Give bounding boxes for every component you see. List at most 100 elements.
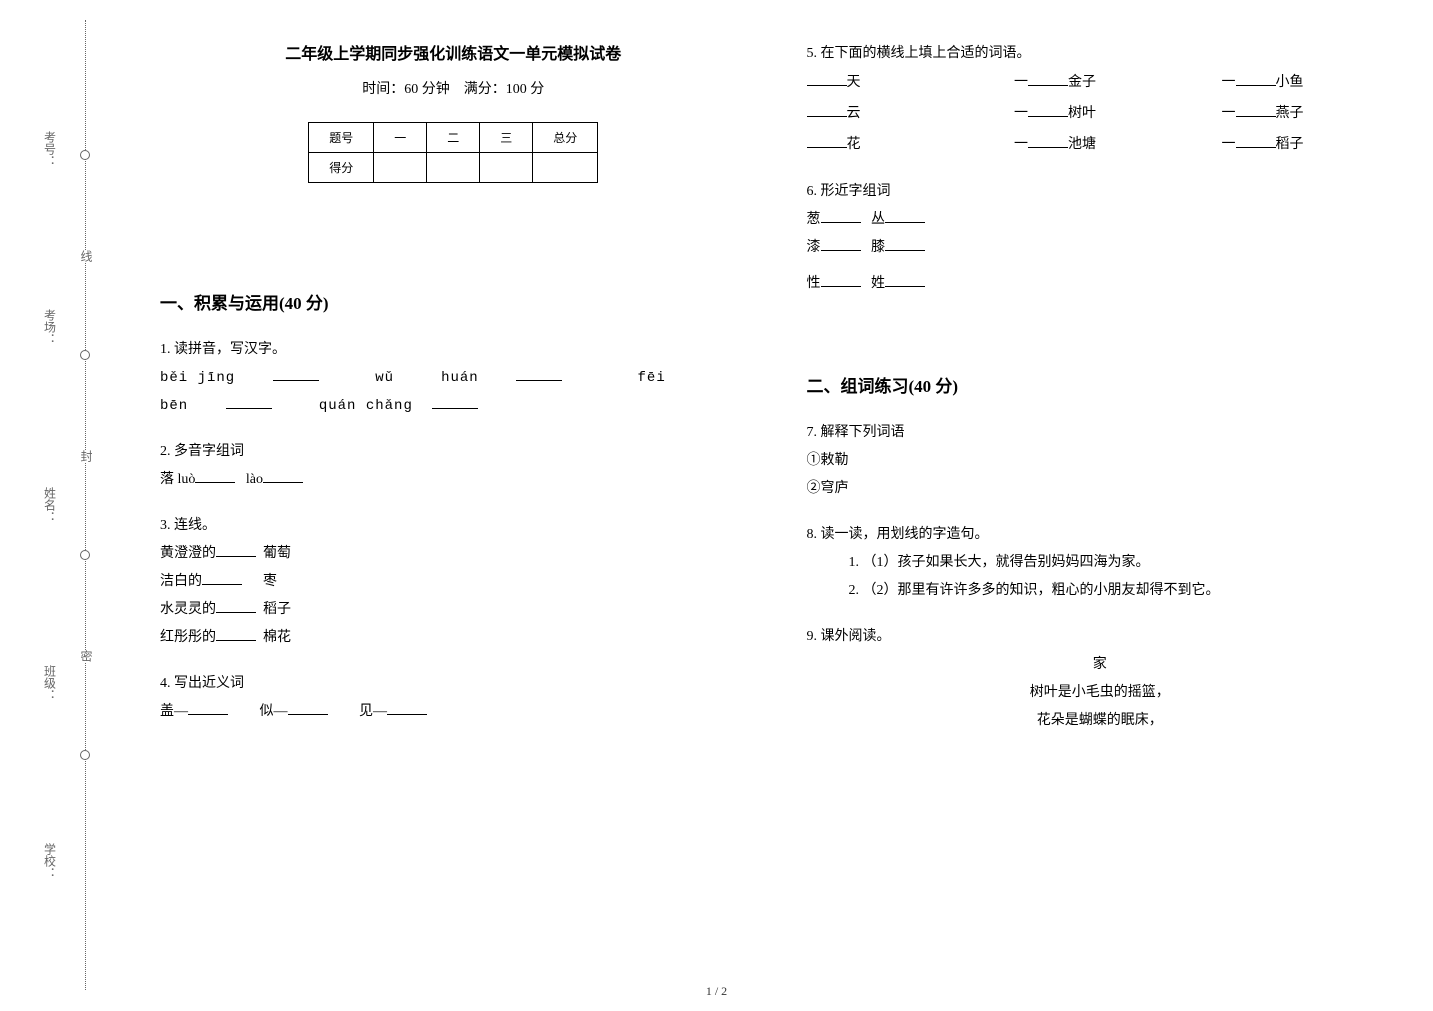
- q5-item: 一小鱼: [1222, 68, 1394, 99]
- q7-prompt: 7. 解释下列词语: [807, 419, 1394, 447]
- blank[interactable]: [1236, 103, 1276, 117]
- th-3: 三: [480, 123, 533, 153]
- section2-heading: 二、组词练习(40 分): [807, 372, 1394, 397]
- q5-item: 天: [807, 68, 979, 99]
- q1-pinyin: bēn: [160, 398, 188, 414]
- page-columns: 二年级上学期同步强化训练语文一单元模拟试卷 时间：60 分钟 满分：100 分 …: [160, 40, 1393, 753]
- table-row: 得分: [309, 153, 598, 183]
- blank[interactable]: [1028, 103, 1068, 117]
- blank[interactable]: [216, 543, 256, 557]
- q2-b: lào: [246, 472, 263, 487]
- binding-dotted-line: 线 封 密: [60, 20, 110, 990]
- label-kaohao: 考号：: [42, 131, 59, 167]
- q2-body: 落 luò lào: [160, 466, 747, 494]
- blank[interactable]: [195, 469, 235, 483]
- td-blank: [480, 153, 533, 183]
- q9-prompt: 9. 课外阅读。: [807, 623, 1394, 651]
- blank[interactable]: [1028, 72, 1068, 86]
- q8-prompt: 8. 读一读，用划线的字造句。: [807, 521, 1394, 549]
- blank[interactable]: [216, 627, 256, 641]
- page-number: 1 / 2: [706, 984, 727, 999]
- blank[interactable]: [273, 367, 319, 381]
- q5-item: 花: [807, 130, 979, 161]
- seal-char-feng: 封: [78, 450, 95, 462]
- q8-item: （1）孩子如果长大，就得告别妈妈四海为家。: [863, 549, 1394, 577]
- q1-pinyin: běi jīng: [160, 370, 235, 386]
- q1-pinyin: fēi: [638, 370, 666, 386]
- q6-char: 膝: [871, 240, 885, 255]
- blank[interactable]: [202, 571, 242, 585]
- blank[interactable]: [1236, 134, 1276, 148]
- blank[interactable]: [226, 395, 272, 409]
- q5-word: 天: [847, 75, 861, 90]
- q6-char: 漆: [807, 240, 821, 255]
- blank[interactable]: [807, 103, 847, 117]
- blank[interactable]: [821, 273, 861, 287]
- blank[interactable]: [1028, 134, 1068, 148]
- blank[interactable]: [432, 395, 478, 409]
- th-1: 一: [374, 123, 427, 153]
- th-total: 总分: [533, 123, 598, 153]
- q5-item: 一燕子: [1222, 99, 1394, 130]
- q5-item: 一树叶: [1014, 99, 1186, 130]
- q5-item: 一金子: [1014, 68, 1186, 99]
- seal-char-xian: 线: [78, 250, 95, 262]
- blank[interactable]: [263, 469, 303, 483]
- blank[interactable]: [821, 209, 861, 223]
- blank[interactable]: [387, 701, 427, 715]
- q1-line2: bēn quán chǎng: [160, 392, 747, 420]
- q3-row: 洁白的 枣: [160, 568, 747, 596]
- q6-char: 姓: [871, 276, 885, 291]
- blank[interactable]: [1236, 72, 1276, 86]
- score-table: 题号 一 二 三 总分 得分: [308, 122, 598, 183]
- seal-char-mi: 密: [78, 650, 95, 662]
- q4-a: 盖—: [160, 704, 188, 719]
- blank[interactable]: [807, 72, 847, 86]
- blank[interactable]: [188, 701, 228, 715]
- label-xingming: 姓名：: [42, 487, 59, 523]
- q3-r: 枣: [263, 574, 277, 589]
- q5-word: 树叶: [1068, 106, 1096, 121]
- question-1: 1. 读拼音，写汉字。 běi jīng wǔ huán fēi bēn quá…: [160, 336, 747, 420]
- poem-title: 家: [807, 651, 1394, 679]
- q3-r: 稻子: [263, 602, 291, 617]
- td-label: 得分: [309, 153, 374, 183]
- binding-labels: 考号： 考场： 姓名： 班级： 学校：: [40, 20, 60, 990]
- binding-column: 考号： 考场： 姓名： 班级： 学校： 线 封 密: [40, 20, 110, 990]
- td-blank: [374, 153, 427, 183]
- q5-word: 稻子: [1276, 137, 1304, 152]
- question-7: 7. 解释下列词语 ①敕勒 ②穹庐: [807, 419, 1394, 503]
- q5-word: 池塘: [1068, 137, 1096, 152]
- q5-word: 小鱼: [1276, 75, 1304, 90]
- exam-title: 二年级上学期同步强化训练语文一单元模拟试卷: [160, 40, 747, 64]
- blank[interactable]: [885, 209, 925, 223]
- poem-line: 花朵是蝴蝶的眠床，: [807, 707, 1394, 735]
- blank[interactable]: [807, 134, 847, 148]
- blank[interactable]: [516, 367, 562, 381]
- q7-item: ①敕勒: [807, 447, 1394, 475]
- circle-marker: [80, 350, 90, 360]
- q5-word: 云: [847, 106, 861, 121]
- blank[interactable]: [885, 237, 925, 251]
- blank[interactable]: [821, 237, 861, 251]
- q3-r: 葡萄: [263, 546, 291, 561]
- table-row: 题号 一 二 三 总分: [309, 123, 598, 153]
- q6-char: 丛: [871, 212, 885, 227]
- q3-l: 黄澄澄的: [160, 546, 216, 561]
- q3-l: 水灵灵的: [160, 602, 216, 617]
- circle-marker: [80, 150, 90, 160]
- label-xuexiao: 学校：: [42, 843, 59, 879]
- question-2: 2. 多音字组词 落 luò lào: [160, 438, 747, 494]
- q5-grid: 天 云 花 一金子 一树叶 一池塘 一小鱼 一燕子 一稻子: [807, 68, 1394, 160]
- q5-item: 一池塘: [1014, 130, 1186, 161]
- q4-c: 见—: [359, 704, 387, 719]
- section1-heading: 一、积累与运用(40 分): [160, 289, 747, 314]
- q1-pinyin: quán chǎng: [319, 398, 413, 414]
- q3-r: 棉花: [263, 630, 291, 645]
- td-blank: [533, 153, 598, 183]
- blank[interactable]: [885, 273, 925, 287]
- blank[interactable]: [216, 599, 256, 613]
- th-2: 二: [427, 123, 480, 153]
- th-label: 题号: [309, 123, 374, 153]
- blank[interactable]: [288, 701, 328, 715]
